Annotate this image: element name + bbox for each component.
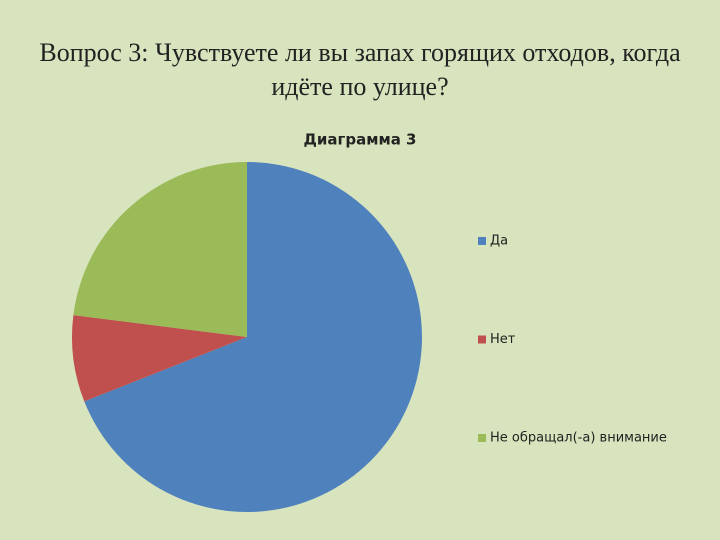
legend-swatch	[478, 237, 486, 245]
legend-swatch	[478, 434, 486, 442]
legend-swatch	[478, 335, 486, 344]
pie-slice	[84, 162, 422, 512]
pie-slice	[72, 315, 248, 402]
chart-title: Диаграмма 3	[304, 131, 417, 149]
legend-label: Нет	[490, 332, 516, 347]
pie-slice	[73, 162, 247, 337]
legend-label: Не обращал(-а) внимание	[490, 431, 667, 446]
legend-label: Да	[490, 234, 508, 249]
slide-title: Вопрос 3: Чувствуете ли вы запах горящих…	[39, 38, 681, 101]
